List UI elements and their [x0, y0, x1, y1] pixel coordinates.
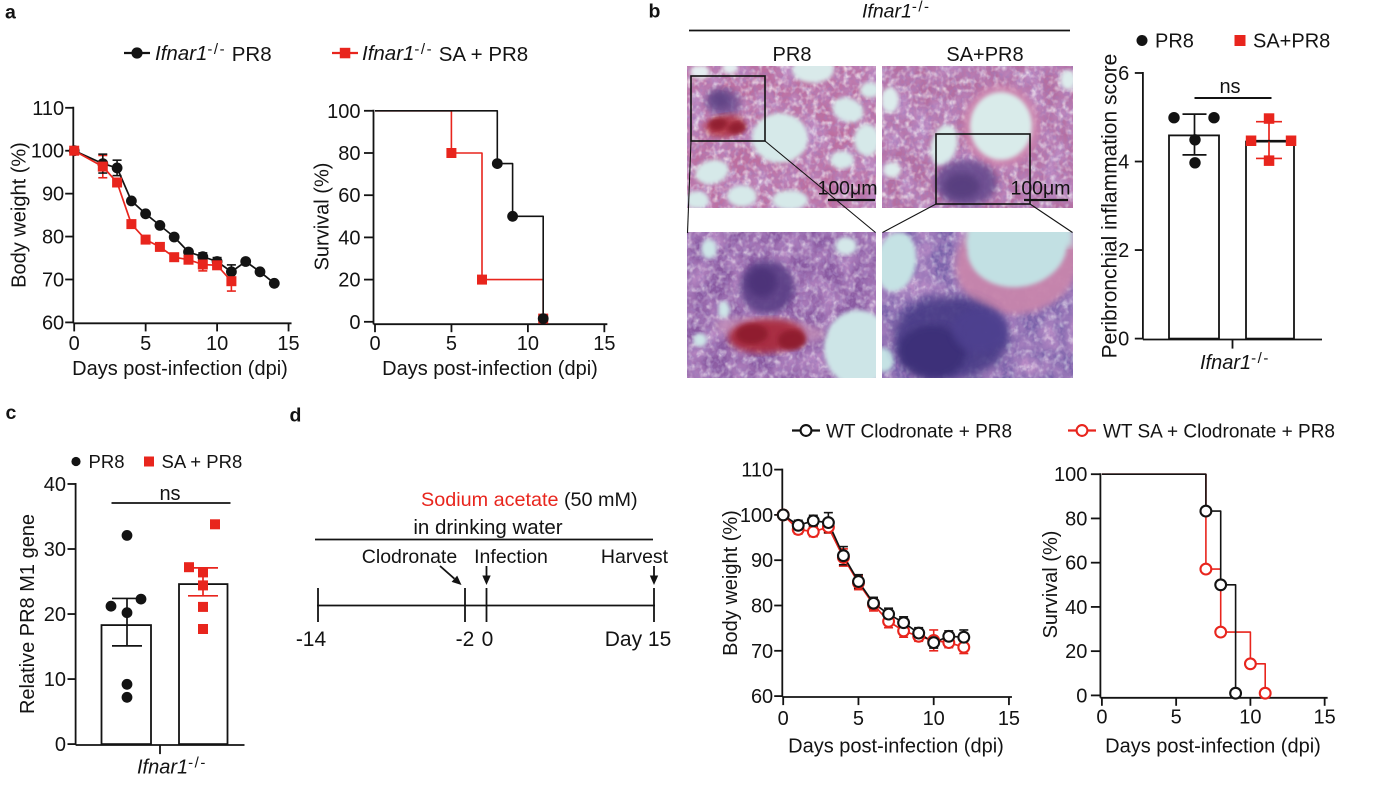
svg-text:c: c [6, 402, 17, 424]
svg-text:Ifnar1-/-: Ifnar1-/- [862, 0, 931, 23]
svg-text:Days post-infection (dpi): Days post-infection (dpi) [72, 358, 288, 380]
svg-text:20: 20 [338, 270, 360, 292]
svg-text:Days post-infection (dpi): Days post-infection (dpi) [788, 736, 1004, 758]
svg-text:10: 10 [923, 708, 945, 730]
svg-text:Days post-infection (dpi): Days post-infection (dpi) [382, 358, 598, 380]
svg-text:15: 15 [1314, 706, 1336, 728]
svg-text:WT Clodronate + PR8: WT Clodronate + PR8 [826, 422, 1012, 443]
svg-text:Peribronchial inflammation sco: Peribronchial inflammation score [1099, 54, 1122, 359]
svg-text:SA+PR8: SA+PR8 [946, 44, 1023, 66]
svg-text:Ifnar1-/-: Ifnar1-/- [137, 755, 207, 779]
svg-text:80: 80 [42, 227, 64, 249]
svg-text:10: 10 [517, 333, 539, 355]
svg-text:Ifnar1-/- SA + PR8: Ifnar1-/- SA + PR8 [362, 41, 528, 66]
svg-text:100: 100 [1054, 464, 1087, 486]
svg-text:10: 10 [1239, 706, 1261, 728]
svg-text:5: 5 [1171, 706, 1182, 728]
svg-text:10: 10 [206, 333, 228, 355]
svg-text:15: 15 [998, 708, 1020, 730]
svg-text:0: 0 [778, 708, 789, 730]
svg-text:SA + PR8: SA + PR8 [162, 451, 243, 472]
svg-text:100μm: 100μm [1010, 178, 1070, 200]
svg-text:Body weight (%): Body weight (%) [720, 510, 742, 656]
svg-text:ns: ns [159, 483, 180, 505]
svg-text:Ifnar1-/-: Ifnar1-/- [1200, 350, 1270, 374]
svg-text:ns: ns [1219, 76, 1240, 98]
svg-text:40: 40 [1065, 597, 1087, 619]
svg-text:Infection: Infection [474, 546, 548, 568]
svg-text:PR8: PR8 [89, 451, 125, 472]
svg-text:40: 40 [44, 474, 66, 496]
svg-text:0: 0 [1118, 329, 1129, 351]
svg-text:Clodronate: Clodronate [362, 546, 457, 568]
svg-text:Survival (%): Survival (%) [1040, 531, 1062, 639]
svg-text:60: 60 [338, 185, 360, 207]
svg-text:6: 6 [1118, 63, 1129, 85]
svg-text:100: 100 [740, 505, 773, 527]
svg-text:20: 20 [44, 604, 66, 626]
svg-text:60: 60 [1065, 553, 1087, 575]
svg-text:Relative PR8 M1 gene: Relative PR8 M1 gene [17, 514, 39, 714]
svg-text:70: 70 [42, 269, 64, 291]
svg-text:90: 90 [751, 550, 773, 572]
svg-text:b: b [649, 1, 661, 23]
svg-text:110: 110 [32, 98, 64, 120]
svg-text:40: 40 [338, 227, 360, 249]
svg-text:in drinking water: in drinking water [413, 516, 562, 539]
svg-text:5: 5 [446, 333, 457, 355]
svg-text:110: 110 [741, 460, 773, 482]
svg-text:Day 15: Day 15 [605, 628, 672, 651]
svg-text:0: 0 [482, 628, 494, 651]
svg-text:5: 5 [140, 333, 151, 355]
svg-text:PR8: PR8 [773, 44, 812, 66]
svg-text:0: 0 [55, 734, 66, 756]
svg-text:Days post-infection (dpi): Days post-infection (dpi) [1105, 736, 1321, 758]
svg-text:15: 15 [277, 333, 299, 355]
svg-text:10: 10 [44, 669, 66, 691]
svg-text:5: 5 [853, 708, 864, 730]
svg-text:100μm: 100μm [817, 178, 877, 200]
svg-text:Harvest: Harvest [601, 546, 669, 568]
svg-text:4: 4 [1118, 152, 1129, 174]
svg-text:30: 30 [44, 539, 66, 561]
svg-text:Survival (%): Survival (%) [312, 163, 334, 271]
svg-text:0: 0 [349, 312, 360, 334]
svg-text:Ifnar1-/- PR8: Ifnar1-/- PR8 [155, 41, 272, 66]
svg-text:PR8: PR8 [1155, 31, 1194, 53]
svg-text:80: 80 [338, 143, 360, 165]
svg-text:60: 60 [42, 312, 64, 334]
svg-text:0: 0 [369, 333, 380, 355]
svg-text:80: 80 [751, 596, 773, 618]
svg-text:-2: -2 [456, 628, 475, 651]
svg-text:0: 0 [69, 333, 80, 355]
svg-text:100: 100 [31, 141, 64, 163]
svg-text:SA+PR8: SA+PR8 [1253, 31, 1330, 53]
svg-text:0: 0 [1076, 685, 1087, 707]
svg-text:d: d [290, 405, 302, 427]
svg-text:2: 2 [1118, 240, 1129, 262]
svg-text:60: 60 [751, 686, 773, 708]
svg-text:20: 20 [1065, 641, 1087, 663]
svg-text:80: 80 [1065, 508, 1087, 530]
svg-text:Sodium acetate (50 mM): Sodium acetate (50 mM) [421, 489, 638, 511]
svg-text:100: 100 [327, 101, 360, 123]
svg-text:a: a [5, 2, 16, 24]
svg-text:-14: -14 [296, 628, 327, 651]
svg-text:WT SA + Clodronate + PR8: WT SA + Clodronate + PR8 [1103, 422, 1335, 443]
svg-text:0: 0 [1096, 706, 1107, 728]
svg-text:70: 70 [751, 641, 773, 663]
svg-text:90: 90 [42, 184, 64, 206]
svg-text:Body weight (%): Body weight (%) [9, 142, 31, 288]
svg-text:15: 15 [593, 333, 615, 355]
